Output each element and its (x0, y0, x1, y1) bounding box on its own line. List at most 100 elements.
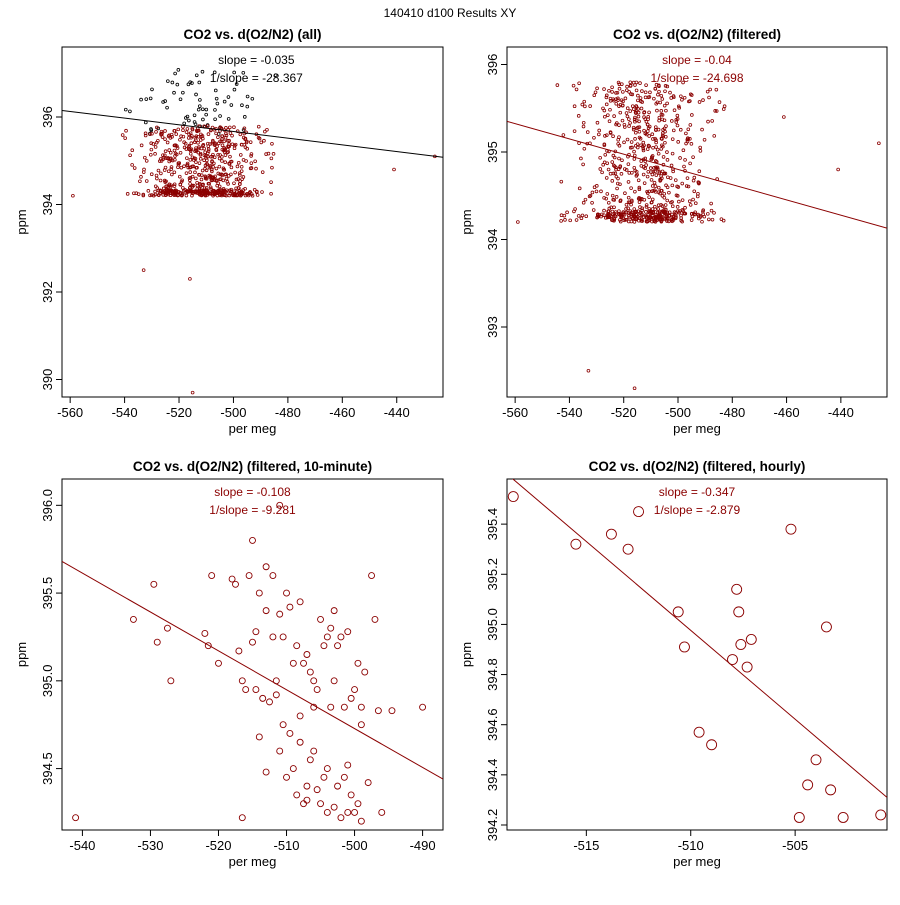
data-point-filtered (199, 132, 203, 137)
data-point-filtered (607, 88, 611, 93)
data-point-filtered (585, 130, 590, 134)
data-point (727, 654, 738, 665)
data-point-filtered (203, 150, 207, 155)
data-point-filtered (637, 129, 642, 134)
data-point-filtered (630, 92, 635, 97)
data-point (286, 730, 294, 737)
data-point-filtered (235, 164, 240, 169)
regression-line (507, 120, 887, 229)
x-tick-label: -460 (774, 405, 800, 420)
data-point-filtered (225, 138, 230, 143)
data-point (283, 589, 290, 597)
data-point-filtered (600, 170, 604, 175)
data-point-filtered (627, 117, 631, 121)
data-point-filtered (180, 192, 185, 196)
data-point-filtered (206, 149, 211, 153)
data-point-filtered (606, 113, 610, 117)
page-title: 140410 d100 Results XY (384, 6, 517, 20)
data-point-filtered (123, 136, 127, 140)
data-point-filtered (698, 145, 702, 150)
data-point-filtered (663, 210, 667, 215)
data-point-filtered (628, 200, 632, 205)
data-point (672, 606, 684, 618)
data-point-filtered (248, 166, 253, 171)
data-point-filtered (184, 130, 189, 134)
data-point-filtered (198, 138, 203, 142)
data-point-filtered (590, 201, 594, 205)
data-point-filtered (640, 89, 644, 93)
data-point-filtered (173, 188, 178, 193)
data-point-unfiltered (190, 81, 194, 85)
chart-title: CO2 vs. d(O2/N2) (all) (183, 27, 321, 42)
data-point-filtered (199, 134, 204, 139)
data-point-filtered (612, 213, 617, 218)
data-point-filtered (141, 170, 146, 174)
data-point-filtered (642, 181, 647, 185)
data-point-filtered (670, 204, 675, 209)
x-tick-label: -440 (828, 405, 854, 420)
data-point-filtered (610, 179, 615, 183)
data-point-filtered (201, 143, 206, 147)
inverse-slope-annotation: 1/slope = -9.281 (209, 503, 296, 517)
regression-line (62, 561, 443, 780)
plot-area (507, 80, 887, 391)
data-point (303, 796, 311, 804)
data-point-filtered (603, 134, 607, 138)
data-point-filtered (172, 148, 177, 153)
data-point-filtered (674, 120, 679, 124)
data-point-filtered (218, 172, 222, 177)
data-point-filtered (657, 170, 662, 174)
data-point-unfiltered (241, 70, 246, 75)
data-point-filtered (669, 163, 674, 168)
data-point-filtered (603, 216, 608, 220)
data-point-filtered (246, 193, 251, 198)
data-point-filtered (257, 136, 262, 141)
data-point-filtered (252, 187, 257, 192)
y-tick-label: 396 (40, 106, 55, 128)
data-point-filtered (163, 137, 167, 141)
data-point-filtered (616, 80, 621, 85)
data-point-filtered (697, 216, 701, 221)
data-point-filtered (661, 155, 666, 159)
data-point-filtered (236, 161, 241, 165)
data-point-filtered (125, 192, 130, 196)
data-point-filtered (167, 148, 172, 152)
data-point-filtered (177, 190, 181, 194)
data-point-filtered (678, 127, 683, 132)
data-point-filtered (166, 189, 170, 193)
data-point (605, 528, 617, 540)
data-point (334, 782, 341, 790)
data-point-filtered (626, 180, 631, 184)
data-point-filtered (604, 95, 609, 100)
data-point-filtered (644, 215, 648, 219)
data-point-filtered (200, 183, 205, 187)
data-point-filtered (639, 197, 644, 202)
data-point-filtered (648, 90, 652, 95)
data-point-filtered (653, 87, 658, 91)
data-point-filtered (658, 218, 663, 222)
data-point-filtered (656, 92, 660, 97)
data-point-filtered (182, 140, 186, 145)
data-point-filtered (232, 181, 236, 186)
data-point-filtered (220, 143, 225, 148)
data-point-filtered (628, 84, 633, 88)
data-point-unfiltered (204, 112, 208, 117)
data-point (745, 634, 757, 645)
data-point-filtered (612, 114, 616, 118)
data-point-filtered (690, 113, 694, 117)
data-point-filtered (241, 188, 246, 192)
data-point-filtered (211, 138, 215, 143)
data-point-filtered (143, 155, 147, 160)
data-point-filtered (667, 219, 671, 224)
data-point-filtered (594, 189, 599, 194)
data-point-filtered (130, 163, 134, 167)
data-point-filtered (611, 134, 615, 138)
slope-annotation: slope = -0.108 (214, 485, 291, 499)
chart-panel-all: CO2 vs. d(O2/N2) (all) -560 -540 -520 -500 -4… (14, 27, 444, 436)
data-point-filtered (663, 203, 668, 207)
data-point (802, 779, 814, 791)
data-point-filtered (614, 165, 618, 170)
data-point-filtered (607, 209, 611, 214)
data-point-filtered (627, 215, 631, 220)
data-point-filtered (662, 195, 667, 200)
